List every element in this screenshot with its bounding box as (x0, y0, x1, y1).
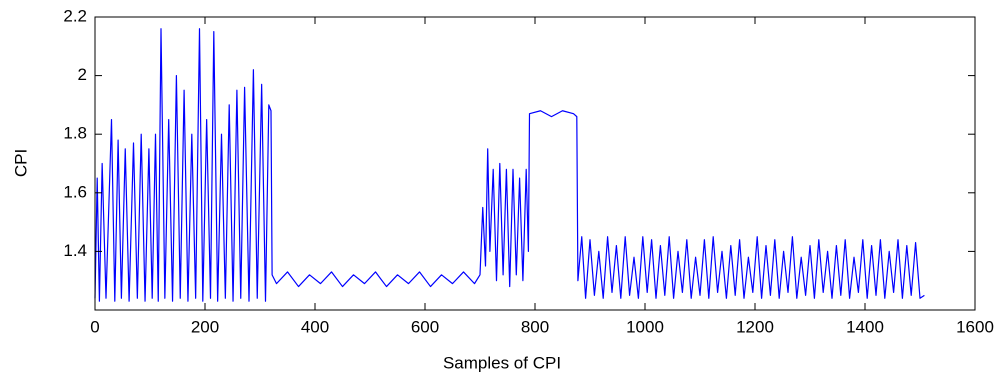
y-tick-label: 2.2 (63, 6, 87, 25)
x-tick-label: 200 (191, 317, 219, 336)
x-tick-label: 600 (411, 317, 439, 336)
y-tick-label: 1.6 (63, 182, 87, 201)
y-tick-label: 1.4 (63, 241, 87, 260)
y-axis-label: CPI (11, 149, 30, 177)
data-line (94, 28, 925, 302)
x-tick-label: 0 (90, 317, 99, 336)
y-tick-label: 1.8 (63, 124, 87, 143)
y-tick-label: 2 (78, 65, 87, 84)
x-tick-label: 800 (521, 317, 549, 336)
x-axis-label: Samples of CPI (443, 353, 561, 372)
x-tick-label: 400 (301, 317, 329, 336)
x-tick-label: 1600 (956, 317, 994, 336)
x-tick-label: 1000 (626, 317, 664, 336)
x-tick-label: 1200 (736, 317, 774, 336)
x-tick-label: 1400 (846, 317, 884, 336)
